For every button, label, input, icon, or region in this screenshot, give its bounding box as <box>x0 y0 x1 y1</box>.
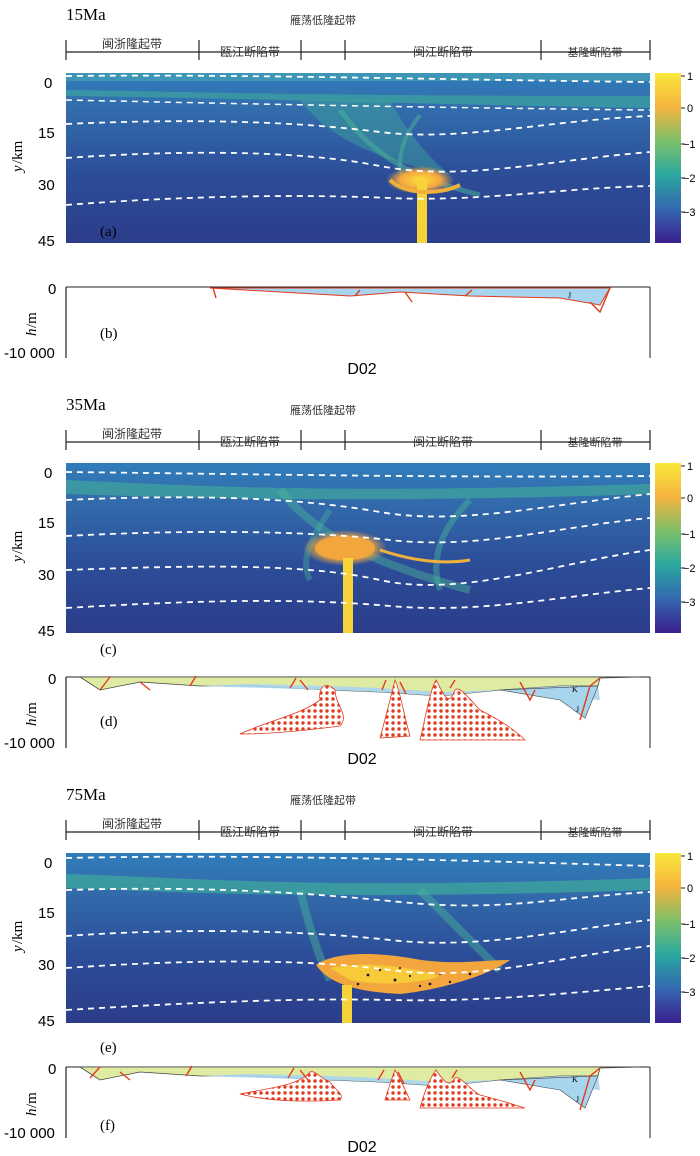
h-axis-label: h <box>24 1109 40 1117</box>
panel-75ma: 75Ma 闽浙隆起带 瓯江断陷带 雁荡低隆起带 闽江断陷带 基隆断陷带 <box>4 785 696 1156</box>
cb-tick-m1: −1 <box>683 139 696 151</box>
h-tick-0: 0 <box>48 671 56 688</box>
h-tick-10000: -10 000 <box>4 345 55 362</box>
y-axis-unit: /km <box>10 530 26 554</box>
h-axis-label: h <box>24 719 40 727</box>
stratum-j: J <box>576 705 579 714</box>
belt-label-4: 闽江断陷带 <box>413 824 473 839</box>
heatmap <box>65 73 651 243</box>
heatmap <box>65 853 651 1023</box>
cb-tick-1: 1 <box>687 851 693 863</box>
stratum-k: K <box>572 685 578 694</box>
panel-label-d: (d) <box>100 714 118 730</box>
cb-tick-1: 1 <box>687 461 693 473</box>
h-tick-10000: -10 000 <box>4 735 55 752</box>
cb-tick-0: 0 <box>687 883 693 895</box>
panel-label-c: (c) <box>100 642 117 658</box>
cross-section: J <box>65 286 651 358</box>
y-tick-45: 45 <box>38 233 55 250</box>
cb-tick-m3: −3 <box>683 207 696 219</box>
cb-tick-m2: −2 <box>683 173 696 185</box>
y-axis-label: y <box>10 945 26 954</box>
y-tick-30: 30 <box>38 567 55 584</box>
colorbar <box>654 462 686 634</box>
y-tick-15: 15 <box>38 515 55 532</box>
profile-name: D02 <box>347 361 376 378</box>
h-tick-10000: -10 000 <box>4 1125 55 1142</box>
belt-label-2: 瓯江断陷带 <box>220 824 280 839</box>
h-axis-unit: /m <box>24 312 40 328</box>
cb-tick-m3: −3 <box>683 987 696 999</box>
cb-tick-m2: −2 <box>683 563 696 575</box>
cross-section: K J <box>65 675 651 748</box>
cb-tick-1: 1 <box>687 71 693 83</box>
y-axis-unit: /km <box>10 140 26 164</box>
stratum-k: K <box>572 1075 578 1084</box>
belt-label-5: 基隆断陷带 <box>568 825 623 839</box>
panel-label-a: (a) <box>100 224 117 240</box>
age-label: 75Ma <box>66 785 106 804</box>
cb-tick-0: 0 <box>687 493 693 505</box>
belt-label-1: 闽浙隆起带 <box>102 36 162 51</box>
profile-name: D02 <box>347 1139 376 1156</box>
cb-tick-m1: −1 <box>683 919 696 931</box>
h-axis-unit: /m <box>24 702 40 718</box>
panel-35ma: 35Ma 闽浙隆起带 瓯江断陷带 雁荡低隆起带 闽江断陷带 基隆断陷带 1 0 … <box>4 395 696 768</box>
h-tick-0: 0 <box>48 281 56 298</box>
colorbar <box>654 852 686 1024</box>
y-axis-label: y <box>10 165 26 174</box>
panel-label-f: (f) <box>100 1118 115 1134</box>
y-tick-45: 45 <box>38 1013 55 1030</box>
y-tick-45: 45 <box>38 623 55 640</box>
age-label: 35Ma <box>66 395 106 414</box>
belt-label-4: 闽江断陷带 <box>413 434 473 449</box>
stratum-j: J <box>576 1095 579 1104</box>
colorbar <box>654 72 686 244</box>
stratum-j: J <box>568 291 571 300</box>
belt-label-1: 闽浙隆起带 <box>102 426 162 441</box>
y-axis-label: y <box>10 555 26 564</box>
y-tick-0: 0 <box>44 75 52 92</box>
belt-label-3: 雁荡低隆起带 <box>290 793 356 807</box>
belt-label-5: 基隆断陷带 <box>568 435 623 449</box>
y-tick-30: 30 <box>38 177 55 194</box>
h-axis-label: h <box>24 329 40 337</box>
y-tick-0: 0 <box>44 465 52 482</box>
h-axis-unit: /m <box>24 1092 40 1108</box>
h-tick-0: 0 <box>48 1061 56 1078</box>
panel-label-b: (b) <box>100 326 118 342</box>
y-tick-15: 15 <box>38 905 55 922</box>
belt-label-2: 瓯江断陷带 <box>220 44 280 59</box>
belt-label-4: 闽江断陷带 <box>413 44 473 59</box>
cb-tick-0: 0 <box>687 103 693 115</box>
belt-label-3: 雁荡低隆起带 <box>290 403 356 417</box>
cb-tick-m1: −1 <box>683 529 696 541</box>
cb-tick-m3: −3 <box>683 597 696 609</box>
belt-label-3: 雁荡低隆起带 <box>290 13 356 27</box>
y-tick-0: 0 <box>44 855 52 872</box>
panel-label-e: (e) <box>100 1040 117 1056</box>
cb-tick-m2: −2 <box>683 953 696 965</box>
age-label: 15Ma <box>66 5 106 24</box>
profile-name: D02 <box>347 751 376 768</box>
belt-label-1: 闽浙隆起带 <box>102 816 162 831</box>
panel-15ma: 15Ma 闽浙隆起带 瓯江断陷带 雁荡低隆起带 闽江断陷带 基隆断陷带 1 0 … <box>4 5 696 378</box>
cross-section: K J <box>65 1065 651 1138</box>
belt-label-5: 基隆断陷带 <box>568 45 623 59</box>
y-tick-15: 15 <box>38 125 55 142</box>
y-axis-unit: /km <box>10 920 26 944</box>
heatmap <box>65 463 651 633</box>
belt-label-2: 瓯江断陷带 <box>220 434 280 449</box>
y-tick-30: 30 <box>38 957 55 974</box>
